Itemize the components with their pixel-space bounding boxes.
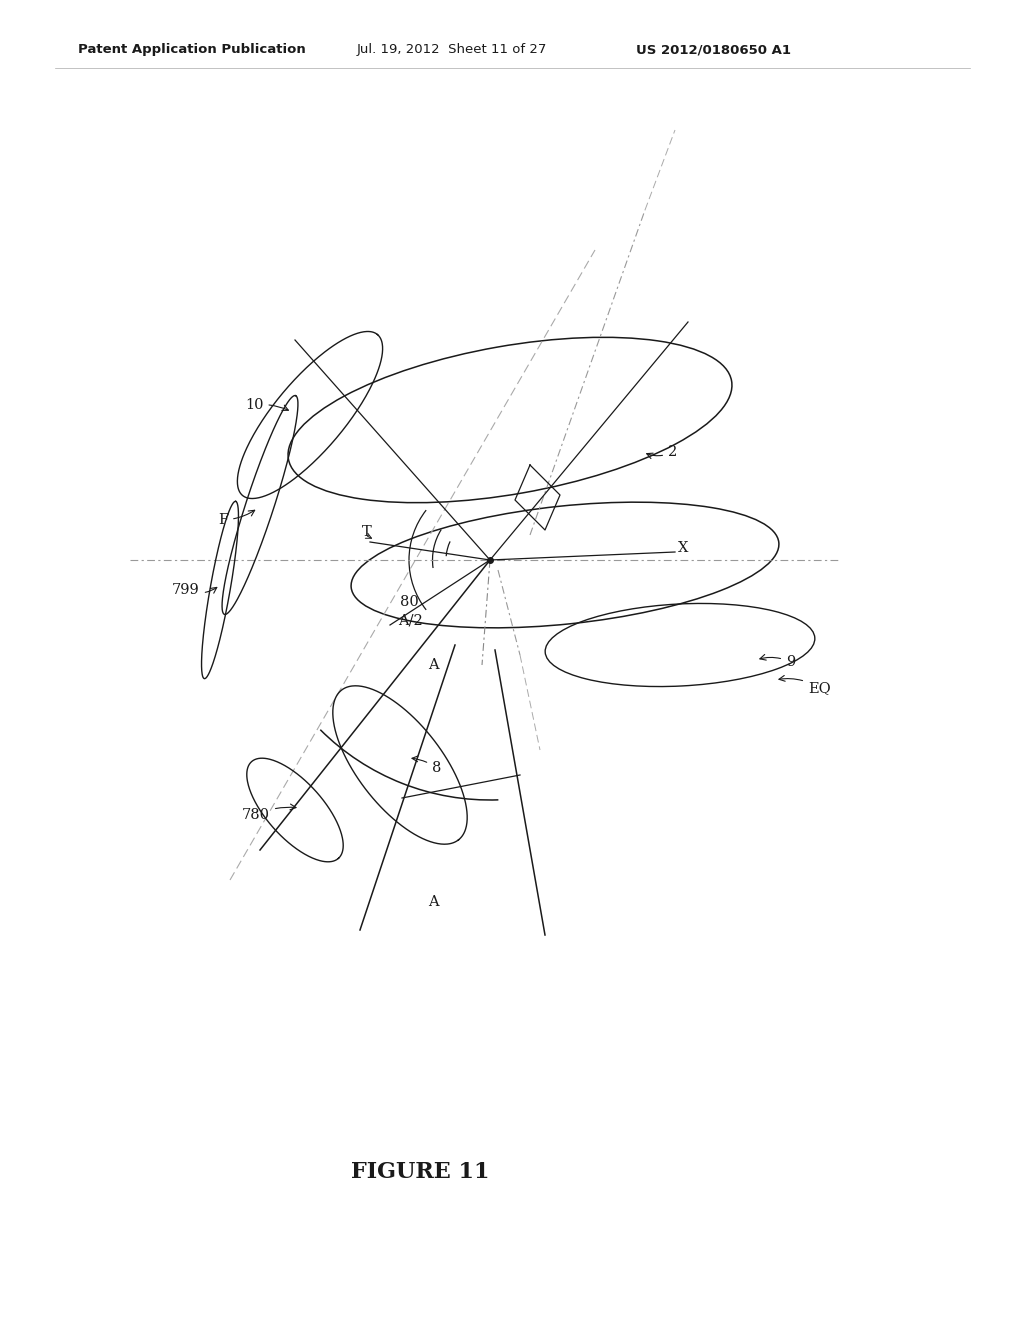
Text: T: T [362, 525, 372, 539]
Text: Jul. 19, 2012  Sheet 11 of 27: Jul. 19, 2012 Sheet 11 of 27 [357, 44, 548, 57]
Text: 80: 80 [400, 595, 419, 609]
Text: Patent Application Publication: Patent Application Publication [78, 44, 306, 57]
Text: FIGURE 11: FIGURE 11 [351, 1162, 489, 1183]
Text: 10: 10 [245, 399, 289, 412]
Text: 780: 780 [242, 804, 296, 822]
Text: 8: 8 [412, 756, 441, 775]
Text: A: A [428, 895, 438, 909]
Text: X: X [678, 541, 688, 554]
Text: EQ: EQ [779, 676, 830, 696]
Text: A: A [428, 657, 438, 672]
Text: F: F [218, 511, 255, 527]
Text: A/2: A/2 [398, 612, 423, 627]
Text: US 2012/0180650 A1: US 2012/0180650 A1 [636, 44, 791, 57]
Text: 799: 799 [172, 583, 217, 597]
Text: 2: 2 [647, 445, 677, 459]
Text: 9: 9 [760, 655, 796, 669]
